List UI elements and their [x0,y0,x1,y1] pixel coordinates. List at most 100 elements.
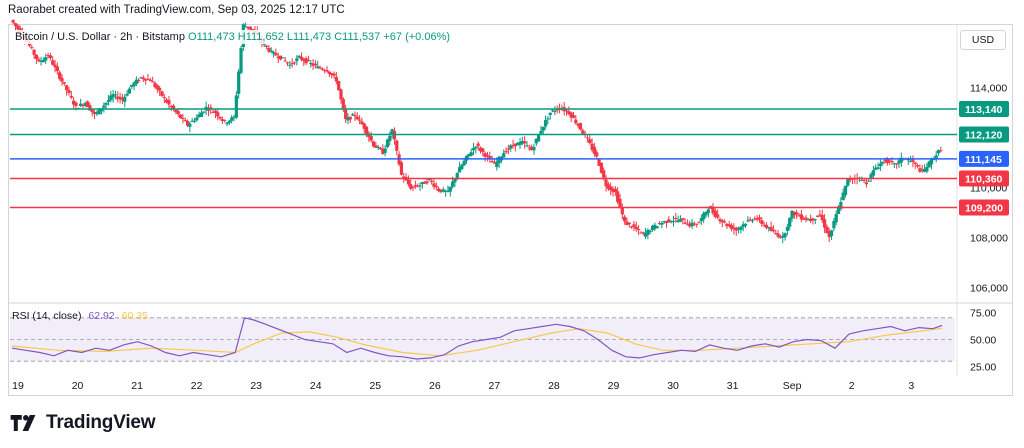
candle-body [225,122,229,125]
candle-body [278,55,283,60]
candle-body [590,143,594,150]
candle-body [827,231,831,238]
candle-body [262,43,266,45]
candle-body [543,120,548,127]
candle-body [53,64,57,68]
candle-body [51,60,55,65]
currency-selector[interactable]: USD [960,30,1006,50]
candle-body [729,225,734,229]
candle-body [406,179,411,185]
candle-body [618,198,622,208]
candle-body [316,66,320,69]
candle-body [846,178,850,186]
candle-body [513,143,517,147]
candle-body [211,111,215,113]
candle-body [918,168,922,172]
candle-body [588,139,592,144]
candle-body [383,148,387,153]
candle-body [171,105,176,110]
candle-body [60,78,64,82]
candle-body [457,167,462,173]
candle-body [527,147,531,149]
time-tick-label: Sep [783,380,802,392]
candle-body [230,117,234,121]
candle-body [290,63,294,65]
candle-body [227,120,231,123]
candle-body [78,103,83,107]
candle-body [927,161,931,168]
candle-body [285,62,290,64]
candle-body [550,110,555,112]
candle-body [192,120,197,122]
candle-body [920,169,924,171]
candle-body [613,188,617,193]
candle-body [818,214,822,216]
time-tick-label: 22 [191,380,203,392]
candle-body [750,220,755,222]
candle-body [820,215,824,221]
candle-body [648,230,652,232]
candle-body [444,190,448,192]
candle-body [636,229,641,231]
candle-body [911,159,915,162]
candle-body [716,214,720,218]
candle-body [269,50,273,52]
candle-body [841,192,845,200]
rsi-ma-value: 60.35 [121,310,148,322]
candle-body [478,147,483,152]
candle-body [481,148,485,153]
candle-body [632,224,636,227]
candle-body [774,232,778,234]
candle-body [581,130,585,134]
time-tick-label: 31 [727,380,739,392]
candle-body [488,156,492,159]
candle-body [620,207,624,215]
candle-body [439,189,443,193]
rsi-title[interactable]: RSI (14, close) [12,310,82,322]
candle-body [829,230,834,237]
candle-body [876,167,880,170]
candle-body [664,221,669,223]
candle-body [769,226,773,231]
candle-body [476,143,480,147]
candle-body [195,117,199,121]
candle-body [881,161,885,164]
candle-body [67,90,71,93]
candle-body [725,223,729,227]
candle-body [395,140,399,151]
candle-body [537,134,541,142]
candle-body [313,63,318,66]
candle-body [650,225,655,231]
candle-body [511,144,515,146]
chart-frame [8,24,1013,396]
rsi-tick-label: 25.00 [970,362,996,374]
candle-body [595,152,599,157]
level-price-tag [959,126,1009,143]
candle-body [646,229,650,236]
candle-body [771,229,776,232]
candle-body [167,100,171,105]
candle-body [804,217,808,220]
candle-body [244,26,248,28]
symbol-name[interactable]: Bitcoin / U.S. Dollar · 2h · Bitstamp [15,31,185,43]
candle-body [485,155,490,157]
level-price-label: 111,145 [965,154,1002,166]
candle-body [420,182,424,185]
candle-body [685,224,690,226]
candle-body [58,72,62,79]
candle-body [109,95,113,101]
candle-body [139,77,143,79]
time-tick-label: 30 [667,380,679,392]
candle-body [776,233,780,237]
candle-body [495,161,499,167]
symbol-legend: Bitcoin / U.S. Dollar · 2h · Bitstamp O1… [12,30,454,44]
candle-body [906,159,910,161]
level-price-label: 110,360 [965,174,1003,186]
candle-body [418,185,422,187]
candle-body [746,220,750,222]
candle-body [913,162,917,164]
candle-body [323,70,327,72]
candle-body [483,153,487,157]
candle-body [822,219,827,228]
